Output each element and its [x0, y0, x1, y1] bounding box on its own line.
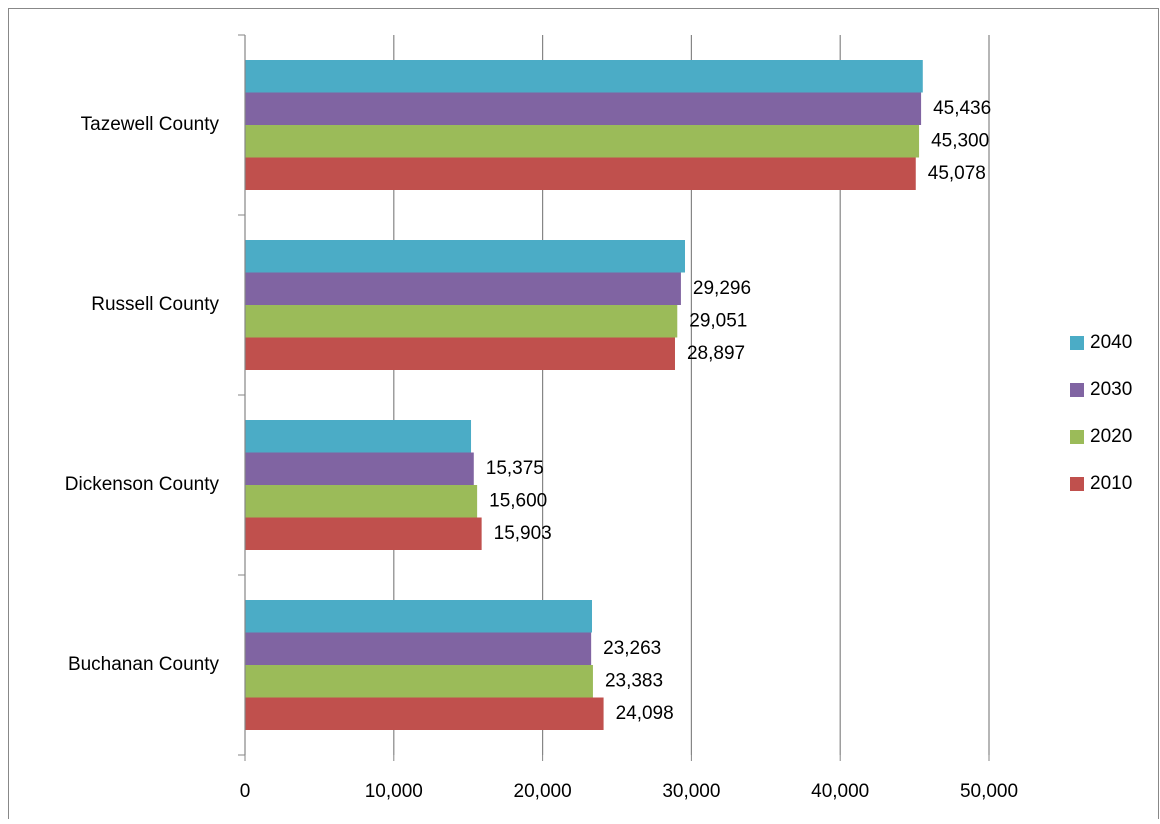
- x-tick-label: 30,000: [662, 781, 720, 802]
- legend-label: 2020: [1090, 426, 1132, 447]
- x-tick-label: 10,000: [365, 781, 423, 802]
- bar: [245, 60, 923, 93]
- data-label: 28,897: [687, 343, 745, 364]
- data-label: 29,296: [693, 278, 751, 299]
- data-label: 45,436: [933, 98, 991, 119]
- y-tick-label: Dickenson County: [65, 474, 220, 495]
- bar: [245, 697, 604, 730]
- x-tick-label: 40,000: [811, 781, 869, 802]
- bar: [245, 157, 916, 190]
- y-tick-label: Tazewell County: [81, 114, 220, 135]
- x-tick-label: 0: [240, 781, 251, 802]
- bar: [245, 92, 922, 125]
- bar: [245, 632, 592, 665]
- bar: [245, 600, 593, 633]
- data-label: 45,300: [931, 130, 989, 151]
- legend-swatch: [1070, 477, 1084, 491]
- legend-swatch: [1070, 430, 1084, 444]
- bar: [245, 420, 472, 453]
- bar: [245, 305, 678, 338]
- data-label: 24,098: [616, 703, 674, 724]
- data-label: 23,383: [605, 670, 663, 691]
- bar: [245, 485, 478, 518]
- data-label: 15,903: [494, 523, 552, 544]
- bar: [245, 337, 675, 370]
- bar: [245, 517, 482, 550]
- legend-swatch: [1070, 383, 1084, 397]
- data-label: 45,078: [928, 163, 986, 184]
- bar: [245, 125, 920, 158]
- x-tick-label: 50,000: [960, 781, 1018, 802]
- legend-label: 2010: [1090, 473, 1132, 494]
- data-label: 29,051: [689, 310, 747, 331]
- y-tick-label: Russell County: [91, 294, 219, 315]
- x-tick-label: 20,000: [514, 781, 572, 802]
- bar: [245, 272, 681, 305]
- y-tick-label: Buchanan County: [68, 654, 220, 675]
- data-label: 15,375: [486, 458, 544, 479]
- data-label: 23,263: [603, 638, 661, 659]
- legend-swatch: [1070, 336, 1084, 350]
- bar: [245, 240, 686, 273]
- legend-label: 2030: [1090, 379, 1132, 400]
- bar: [245, 452, 474, 485]
- data-label: 15,600: [489, 490, 547, 511]
- legend-label: 2040: [1090, 332, 1132, 353]
- bar: [245, 665, 593, 698]
